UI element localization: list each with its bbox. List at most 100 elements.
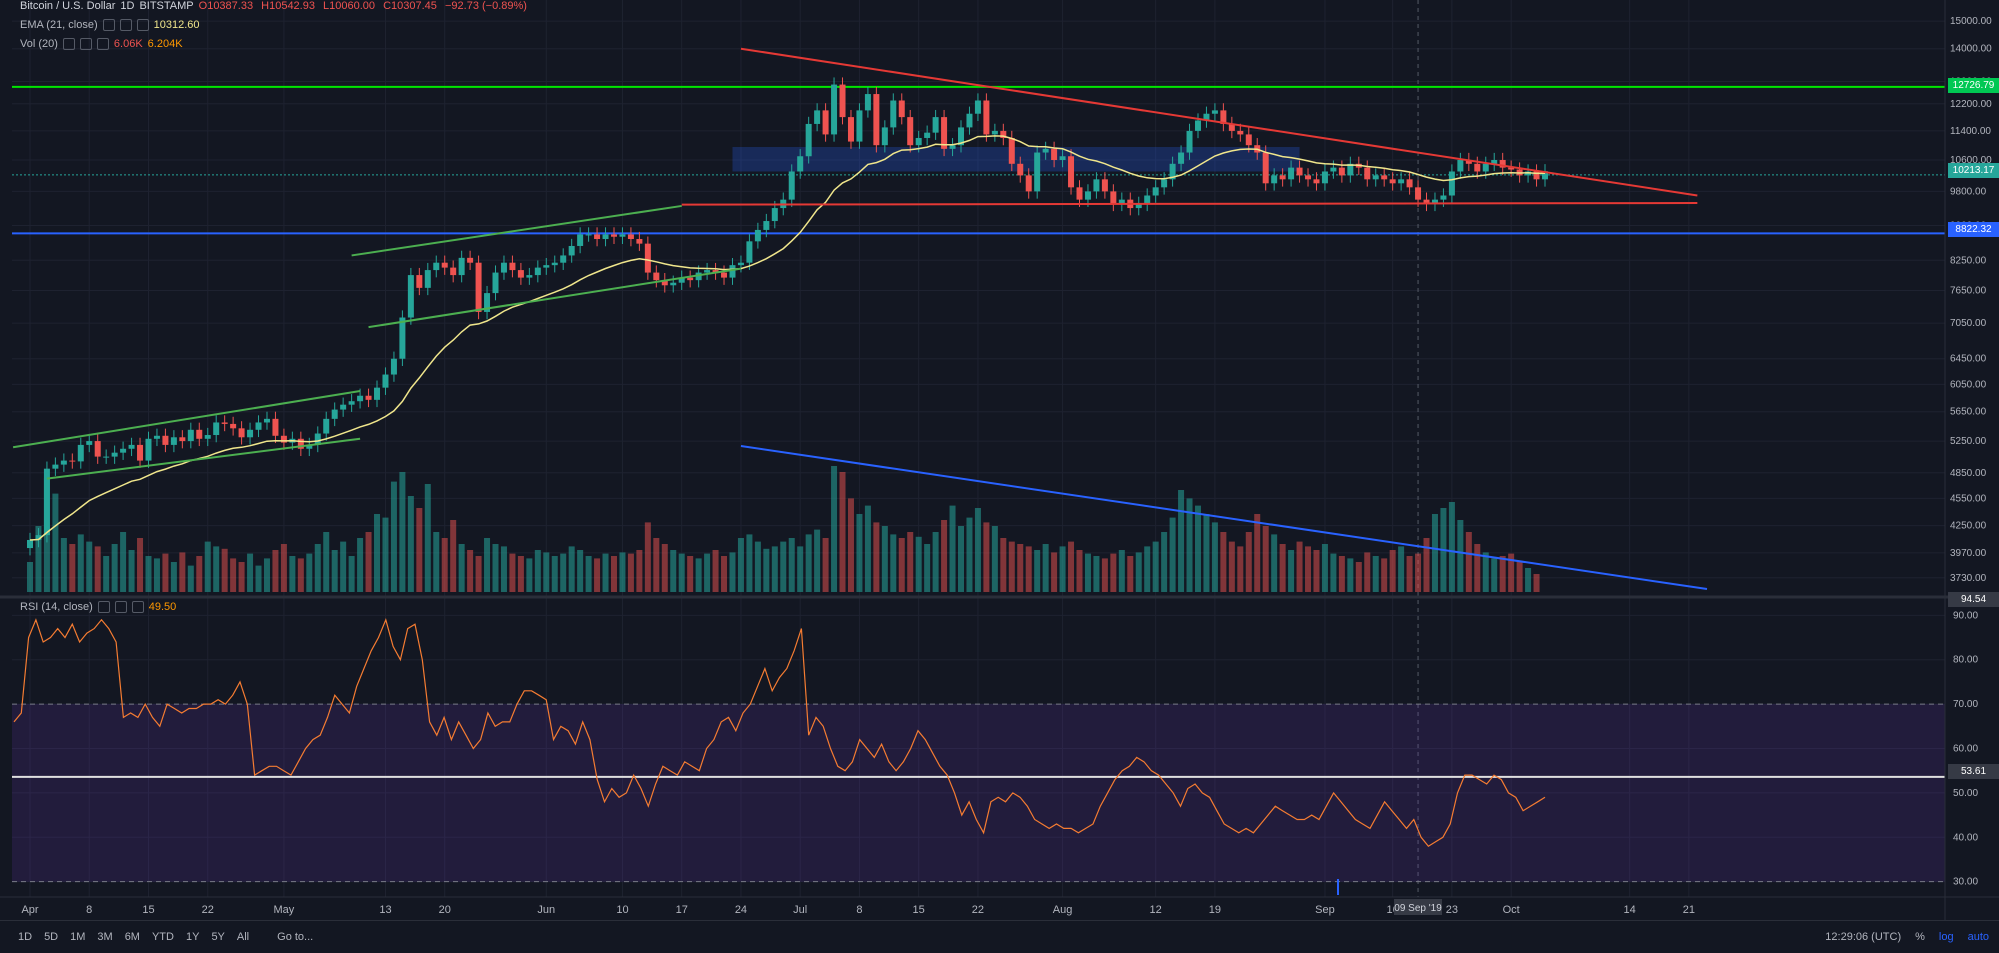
candle-body <box>907 117 914 146</box>
candle-body <box>687 277 694 281</box>
candle-body <box>788 171 795 200</box>
volume-bar <box>441 538 448 592</box>
volume-bar <box>153 558 160 592</box>
candle-body <box>1465 160 1472 164</box>
volume-bar <box>1288 550 1295 592</box>
close-icon[interactable] <box>96 38 109 50</box>
candle-body <box>145 438 152 461</box>
volume-bar <box>780 541 787 592</box>
timeframe-ytd[interactable]: YTD <box>151 931 174 943</box>
clock[interactable]: 12:29:06 (UTC) <box>1825 931 1902 943</box>
time-tick: 14 <box>1624 904 1636 916</box>
timeframe-1y[interactable]: 1Y <box>185 931 200 943</box>
candle-body <box>1288 167 1295 180</box>
volume-bar <box>77 534 84 592</box>
candle-body <box>43 468 50 536</box>
rsi-tick: 50.00 <box>1953 788 1978 799</box>
candle-body <box>1440 195 1447 200</box>
percent-toggle[interactable]: % <box>1915 931 1925 943</box>
candle-body <box>1389 179 1396 184</box>
candle-body <box>602 234 609 240</box>
candle-body <box>1237 130 1244 135</box>
candle-body <box>94 441 101 457</box>
timeframe-1m[interactable]: 1M <box>70 931 86 943</box>
auto-toggle[interactable]: auto <box>1967 931 1989 943</box>
candle-body <box>1491 160 1498 164</box>
settings-icon[interactable] <box>97 601 110 613</box>
ema-path <box>29 135 1546 541</box>
volume-bar <box>263 558 270 592</box>
volume-bar <box>424 484 431 592</box>
volume-bar <box>1372 556 1379 592</box>
volume-bar <box>1262 526 1269 592</box>
timeframe-6m[interactable]: 6M <box>124 931 140 943</box>
close-icon[interactable] <box>136 19 149 31</box>
vol-label[interactable]: Vol (20) <box>20 38 58 50</box>
volume-bar <box>1271 534 1278 592</box>
candle-body <box>1051 148 1058 161</box>
volume-bar <box>983 522 990 592</box>
volume-bar <box>594 558 601 592</box>
volume-bar <box>475 556 482 592</box>
volume-bar <box>484 538 491 592</box>
candle-body <box>1305 175 1312 180</box>
volume-bar <box>1482 552 1489 592</box>
volume-bar <box>856 514 863 592</box>
volume-bar <box>509 553 516 592</box>
settings-icon[interactable] <box>102 19 115 31</box>
rsi-label[interactable]: RSI (14, close) <box>20 601 93 613</box>
settings-icon[interactable] <box>62 38 75 50</box>
triangle-lower <box>681 201 1698 206</box>
hide-icon[interactable] <box>79 38 92 50</box>
candle-body <box>314 433 321 445</box>
volume-bar <box>754 541 761 592</box>
ema-legend[interactable]: EMA (21, close) 10312.60 <box>20 19 200 31</box>
candle-body <box>856 110 863 142</box>
volume-bar <box>1152 541 1159 592</box>
volume-bar <box>1025 546 1032 592</box>
candle-body <box>1448 171 1455 196</box>
volume-bar <box>1068 541 1075 592</box>
volume-bar <box>1305 546 1312 592</box>
candle-body <box>1220 110 1227 124</box>
timeframe-1d[interactable]: 1D <box>18 931 33 943</box>
candle-body <box>1084 191 1091 200</box>
symbol-name[interactable]: Bitcoin / U.S. Dollar <box>20 0 116 12</box>
ema-label[interactable]: EMA (21, close) <box>20 19 98 31</box>
close-value: C10307.45 <box>383 0 437 12</box>
drawings <box>12 85 1945 235</box>
goto-button[interactable]: Go to... <box>277 931 314 943</box>
volume-bar <box>636 550 643 592</box>
interval-label[interactable]: 1D <box>120 0 135 12</box>
volume-bar <box>1220 532 1227 592</box>
time-tick: 22 <box>202 904 214 916</box>
timeframe-all[interactable]: All <box>236 931 250 943</box>
candle-body <box>1228 123 1235 131</box>
volume-bar <box>898 538 905 592</box>
candle-body <box>568 245 575 256</box>
timeframe-3m[interactable]: 3M <box>97 931 113 943</box>
candle-body <box>433 262 440 271</box>
timeframe-5y[interactable]: 5Y <box>211 931 225 943</box>
volume-bar <box>814 529 821 592</box>
price-tick: 11400.00 <box>1950 126 1991 137</box>
volume-bar <box>458 544 465 592</box>
volume-bar <box>737 538 744 592</box>
rsi-legend[interactable]: RSI (14, close) 49.50 <box>20 601 176 613</box>
volume-bar <box>399 472 406 592</box>
price-tick: 6050.00 <box>1950 379 1987 390</box>
timeframe-5d[interactable]: 5D <box>44 931 59 943</box>
candle-body <box>1068 156 1075 188</box>
hide-icon[interactable] <box>119 19 132 31</box>
price-tick: 5650.00 <box>1950 407 1987 418</box>
close-icon[interactable] <box>131 601 144 613</box>
hide-icon[interactable] <box>114 601 127 613</box>
volume-bar <box>568 546 575 592</box>
vol-legend[interactable]: Vol (20) 6.06K 6.204K <box>20 38 183 50</box>
log-toggle[interactable]: log <box>1938 931 1954 943</box>
candle-body <box>653 272 660 281</box>
rsi-tick: 30.00 <box>1953 877 1978 888</box>
rsi-panel <box>12 617 1945 895</box>
candle-body <box>1321 171 1328 184</box>
